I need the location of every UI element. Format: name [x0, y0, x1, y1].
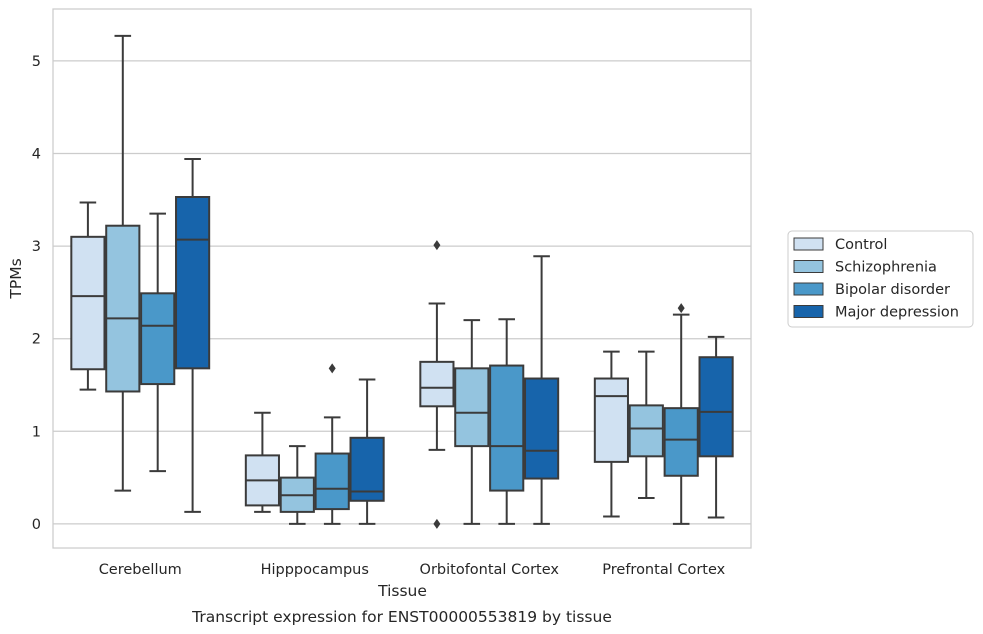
box-3-1 — [628, 350, 664, 499]
plot-area — [52, 8, 752, 549]
legend-swatch — [793, 237, 824, 251]
legend-swatch — [793, 305, 824, 318]
y-tick-labels: 0 1 2 3 4 5 — [32, 54, 41, 533]
y-tick-label: 4 — [32, 146, 41, 162]
box — [70, 235, 106, 371]
box-1-1 — [279, 445, 315, 525]
box-3-3 — [698, 335, 734, 519]
box — [105, 224, 141, 393]
box-3-0 — [593, 350, 629, 518]
legend-label: Major depression — [835, 305, 959, 321]
y-tick-label: 3 — [32, 239, 41, 255]
box-1-0 — [244, 411, 280, 513]
y-tick-label: 5 — [32, 54, 41, 70]
box-2-1 — [454, 319, 490, 525]
x-axis-label: Tissue — [377, 582, 427, 600]
box-1-2 — [314, 363, 350, 525]
outlier-point — [433, 240, 441, 251]
box — [175, 196, 211, 370]
box-2-2 — [489, 318, 525, 525]
box — [489, 364, 525, 492]
box — [628, 404, 664, 458]
x-tick-labels: Cerebellum Hipppocampus Orbitofontal Corte… — [99, 562, 726, 578]
box — [454, 367, 490, 448]
legend-swatch — [793, 282, 824, 296]
box — [663, 407, 699, 477]
box — [349, 436, 385, 502]
y-tick-label: 1 — [32, 424, 41, 440]
boxes — [70, 34, 734, 529]
x-tick-label: Orbitofontal Cortex — [420, 562, 560, 578]
box — [140, 292, 176, 386]
legend-item: Schizophrenia — [793, 260, 937, 276]
box-3-2 — [663, 303, 699, 525]
box-2-3 — [524, 255, 560, 525]
box — [524, 377, 560, 480]
legend-label: Control — [835, 237, 887, 253]
box-1-3 — [349, 378, 385, 525]
box-0-2 — [140, 212, 176, 473]
legend: Control Schizophrenia Bipolar disorder Majo… — [787, 230, 974, 328]
box — [593, 377, 629, 463]
outlier-point — [433, 518, 441, 529]
box-0-0 — [70, 201, 106, 391]
legend-item: Bipolar disorder — [793, 282, 950, 298]
box-0-3 — [175, 158, 211, 513]
y-tick-label: 0 — [32, 517, 41, 533]
box — [419, 360, 455, 408]
outlier-point — [677, 303, 685, 314]
legend-item: Major depression — [793, 305, 959, 321]
legend-item: Control — [793, 237, 887, 253]
x-tick-label: Cerebellum — [99, 562, 182, 578]
outlier-point — [328, 363, 336, 374]
box-2-0 — [419, 240, 455, 529]
y-axis-label: TPMs — [7, 258, 25, 299]
y-tick-label: 2 — [32, 332, 41, 348]
chart-caption: Transcript expression for ENST0000055381… — [191, 608, 612, 626]
x-tick-label: Prefrontal Cortex — [602, 562, 725, 578]
box — [698, 356, 734, 458]
box-0-1 — [105, 34, 141, 492]
legend-swatch — [793, 260, 824, 273]
box — [314, 452, 350, 511]
legend-frame — [787, 230, 974, 328]
x-tick-label: Hipppocampus — [261, 562, 369, 578]
legend-label: Schizophrenia — [835, 260, 937, 276]
legend-label: Bipolar disorder — [835, 282, 950, 298]
